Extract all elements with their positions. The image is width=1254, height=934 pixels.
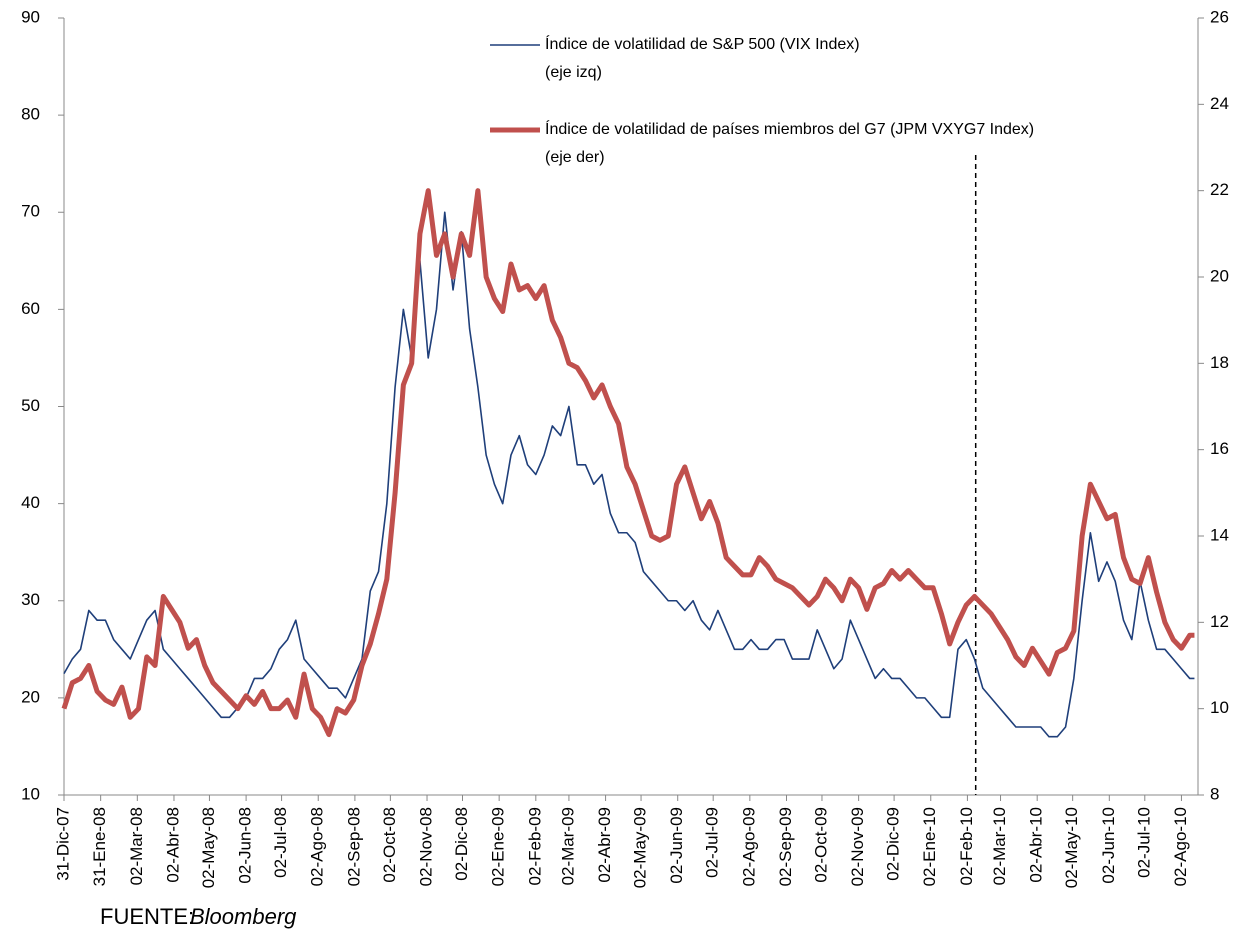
y-tick-label: 40 (21, 493, 40, 512)
x-tick-label: 02-Ene-10 (920, 807, 939, 886)
y2-tick-label: 22 (1210, 180, 1229, 199)
x-tick-label: 02-Jun-09 (667, 807, 686, 884)
y2-tick-label: 26 (1210, 7, 1229, 26)
x-tick-label: 31-Dic-07 (53, 807, 72, 881)
x-tick-label: 02-Ago-10 (1171, 807, 1190, 886)
x-tick-label: 02-Jul-10 (1134, 807, 1153, 878)
y-tick-label: 70 (21, 202, 40, 221)
y2-tick-label: 24 (1210, 94, 1229, 113)
x-tick-label: 02-Jul-08 (271, 807, 290, 878)
x-tick-label: 02-Oct-08 (380, 807, 399, 883)
x-tick-label: 02-Abr-10 (1027, 807, 1046, 883)
legend-note: (eje der) (545, 149, 605, 166)
x-tick-label: 02-Abr-08 (163, 807, 182, 883)
y2-tick-label: 8 (1210, 784, 1219, 803)
x-tick-label: 02-Sep-08 (344, 807, 363, 886)
x-tick-label: 02-Abr-09 (595, 807, 614, 883)
x-tick-label: 02-May-10 (1062, 807, 1081, 888)
y-tick-label: 80 (21, 105, 40, 124)
legend-note: (eje izq) (545, 64, 602, 81)
x-tick-label: 02-Jun-10 (1099, 807, 1118, 884)
y2-tick-label: 18 (1210, 353, 1229, 372)
y-tick-label: 90 (21, 7, 40, 26)
x-tick-label: 02-Mar-08 (127, 807, 146, 885)
y2-tick-label: 12 (1210, 612, 1229, 631)
x-tick-label: 02-Ene-09 (489, 807, 508, 886)
y2-tick-label: 14 (1210, 525, 1229, 544)
x-tick-label: 02-Ago-09 (739, 807, 758, 886)
series-line (63, 211, 1195, 738)
x-tick-label: 02-Sep-09 (776, 807, 795, 886)
x-tick-label: 31-Ene-08 (90, 807, 109, 886)
x-tick-label: 02-Ago-08 (308, 807, 327, 886)
y-tick-label: 20 (21, 687, 40, 706)
x-tick-label: 02-Feb-10 (957, 807, 976, 885)
source-name: Bloomberg (190, 904, 297, 929)
series-line (61, 188, 1195, 738)
legend-label: Índice de volatilidad de S&P 500 (VIX In… (545, 34, 860, 53)
x-tick-label: 02-Mar-10 (990, 807, 1009, 885)
legend-label: Índice de volatilidad de países miembros… (545, 119, 1034, 138)
y-tick-label: 60 (21, 299, 40, 318)
x-tick-label: 02-Oct-09 (811, 807, 830, 883)
source-label: FUENTE: (100, 904, 194, 929)
x-tick-label: 02-Nov-08 (417, 807, 436, 886)
x-tick-label: 02-Dic-09 (884, 807, 903, 881)
y-tick-label: 50 (21, 396, 40, 415)
y2-tick-label: 16 (1210, 439, 1229, 458)
y2-tick-label: 20 (1210, 266, 1229, 285)
x-tick-label: 02-May-08 (199, 807, 218, 888)
x-tick-label: 02-Mar-09 (558, 807, 577, 885)
y-tick-label: 30 (21, 590, 40, 609)
x-tick-label: 02-Jul-09 (703, 807, 722, 878)
x-tick-label: 02-May-09 (631, 807, 650, 888)
x-tick-label: 02-Dic-08 (452, 807, 471, 881)
y-tick-label: 10 (21, 784, 40, 803)
x-tick-label: 02-Jun-08 (236, 807, 255, 884)
x-tick-label: 02-Nov-09 (848, 807, 867, 886)
x-tick-label: 02-Feb-09 (525, 807, 544, 885)
y2-tick-label: 10 (1210, 698, 1229, 717)
